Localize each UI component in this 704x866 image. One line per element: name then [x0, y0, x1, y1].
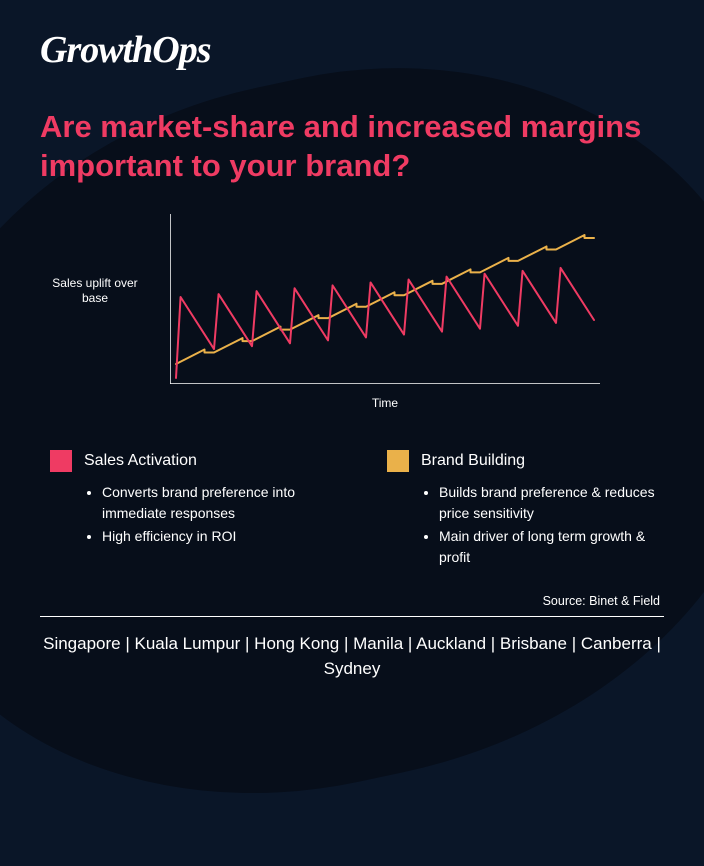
bullet-item: Builds brand preference & reduces price …: [439, 482, 664, 524]
swatch-sales-activation: [50, 450, 72, 472]
chart-xlabel: Time: [170, 396, 600, 410]
chart-ylabel: Sales uplift over base: [40, 276, 150, 307]
legend-label-brand-building: Brand Building: [421, 452, 525, 470]
chart-svg: [170, 214, 600, 384]
source-attribution: Source: Binet & Field: [40, 594, 660, 608]
brand-logo: GrowthOps: [40, 28, 664, 72]
bullet-item: Main driver of long term growth & profit: [439, 526, 664, 568]
legend: Sales Activation Converts brand preferen…: [50, 450, 664, 570]
bullets-sales-activation: Converts brand preference into immediate…: [50, 482, 327, 547]
legend-brand-building: Brand Building Builds brand preference &…: [387, 450, 664, 570]
swatch-brand-building: [387, 450, 409, 472]
legend-label-sales-activation: Sales Activation: [84, 452, 197, 470]
locations-list: Singapore | Kuala Lumpur | Hong Kong | M…: [40, 631, 664, 682]
uplift-chart: Sales uplift over base Time: [50, 214, 664, 414]
page-headline: Are market-share and increased margins i…: [40, 108, 664, 186]
bullets-brand-building: Builds brand preference & reduces price …: [387, 482, 664, 568]
legend-sales-activation: Sales Activation Converts brand preferen…: [50, 450, 327, 570]
bullet-item: Converts brand preference into immediate…: [102, 482, 327, 524]
divider: [40, 616, 664, 617]
bullet-item: High efficiency in ROI: [102, 526, 327, 547]
chart-canvas: [170, 214, 600, 389]
